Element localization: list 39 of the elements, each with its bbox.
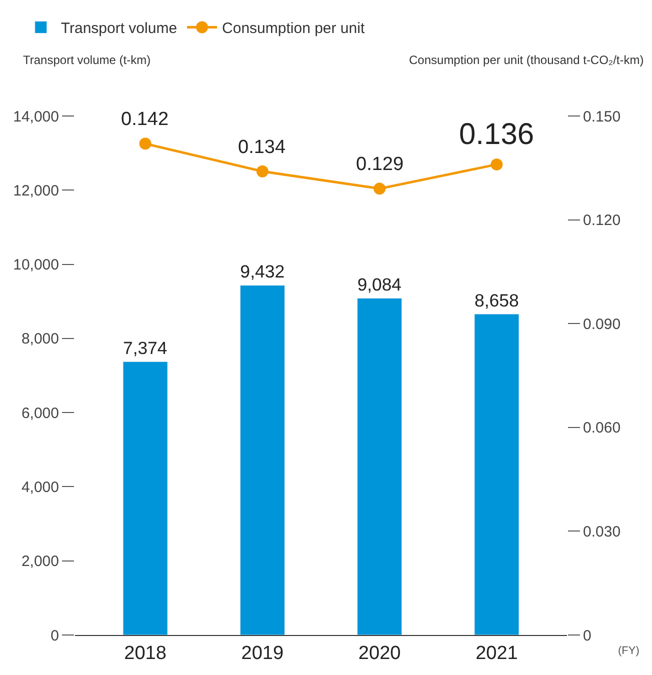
y2-tick-label: 0.150 [583, 108, 621, 126]
legend-label: Consumption per unit [222, 20, 366, 38]
y-tick-label: 14,000 [13, 108, 59, 126]
data-label: 8,658 [474, 290, 520, 310]
y-tick-label: 6,000 [21, 404, 59, 422]
x-tick-label: 2018 [124, 642, 166, 664]
y2-tick-label: 0.060 [583, 420, 621, 437]
y-tick-label: 4,000 [21, 478, 59, 496]
y-axis-title: Transport volume (t-km) [23, 53, 151, 67]
data-label: 9,084 [357, 274, 402, 295]
data-label: 0.142 [121, 109, 169, 130]
y-tick-label: 2,000 [21, 553, 59, 570]
data-label: 7,374 [123, 338, 168, 358]
x-tick-label: 2019 [241, 642, 284, 664]
y-tick-label: 12,000 [13, 182, 59, 200]
legend-label: Transport volume [60, 20, 178, 38]
y-tick-label: 8,000 [21, 330, 59, 348]
data-label: 9,432 [240, 262, 285, 282]
data-label: 0.129 [356, 154, 404, 175]
point [139, 138, 152, 150]
point [256, 165, 268, 178]
y-tick-label: 0 [50, 627, 59, 644]
bar [474, 314, 520, 635]
y-tick-label: 10,000 [13, 256, 59, 274]
data-label: 0.134 [238, 137, 286, 158]
y2-tick-label: 0 [583, 627, 592, 644]
y2-axis-title: Consumption per unit (thousand t-CO₂/t-km) [409, 53, 644, 67]
y2-tick-label: 0.090 [583, 316, 621, 333]
point [374, 182, 386, 195]
data-label: 0.136 [459, 118, 534, 151]
y2-tick-label: 0.120 [583, 212, 621, 230]
bar [122, 361, 168, 635]
y2-tick-label: 0.030 [583, 523, 621, 540]
x-tick-label: 2021 [476, 642, 518, 664]
bar [357, 298, 402, 635]
point [490, 158, 503, 170]
bar [240, 285, 285, 635]
x-tick-label: 2020 [358, 642, 401, 664]
x-axis-title: (FY) [618, 645, 640, 657]
